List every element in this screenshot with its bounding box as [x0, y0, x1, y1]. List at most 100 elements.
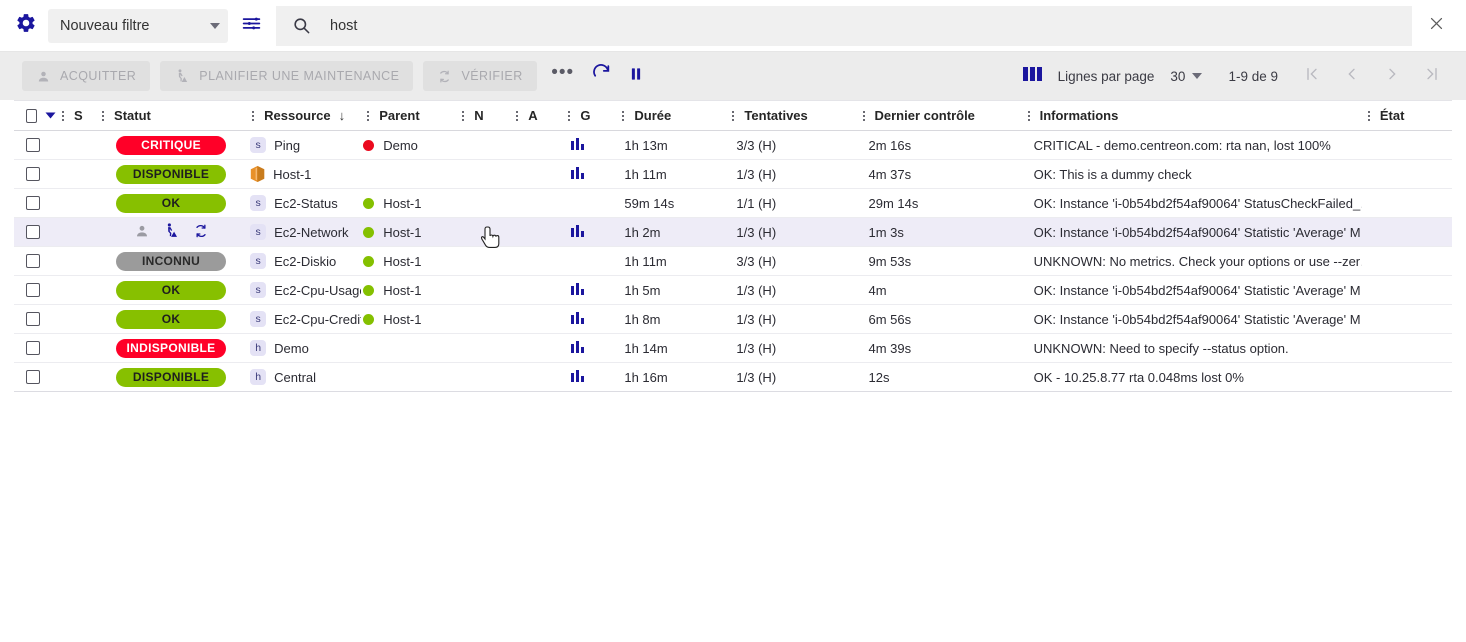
- cell-select[interactable]: [14, 159, 57, 189]
- first-page-button[interactable]: [1292, 61, 1332, 91]
- sort-desc-icon[interactable]: ↓: [338, 108, 346, 123]
- acknowledge-icon[interactable]: [134, 223, 150, 242]
- cell-parent[interactable]: [361, 362, 457, 392]
- resource-name[interactable]: Ec2-Cpu-Credit: [274, 311, 362, 327]
- th-n[interactable]: N: [456, 100, 511, 131]
- resource-name[interactable]: Ping: [274, 137, 301, 153]
- cell-status[interactable]: DISPONIBLE: [96, 159, 247, 189]
- rows-per-page-select[interactable]: 30: [1170, 69, 1203, 84]
- cell-resource[interactable]: s Ec2-Diskio: [246, 246, 362, 276]
- cell-parent[interactable]: [361, 159, 457, 189]
- cell-status[interactable]: OK: [96, 188, 247, 218]
- resource-name[interactable]: Central: [274, 369, 317, 385]
- cell-select[interactable]: [14, 217, 57, 247]
- cell-resource[interactable]: Host-1: [246, 159, 362, 189]
- th-etat[interactable]: État: [1361, 100, 1452, 131]
- table-row[interactable]: OK s Ec2-Cpu-Credit Host-1 1h 8m 1/3 (H) 6m 56…: [14, 304, 1452, 334]
- cell-g[interactable]: [562, 275, 617, 305]
- th-s[interactable]: S: [56, 100, 97, 131]
- th-tentatives[interactable]: Tentatives: [726, 100, 857, 131]
- bar-chart-icon[interactable]: [570, 311, 585, 328]
- drag-handle-icon[interactable]: [857, 110, 871, 121]
- next-page-button[interactable]: [1372, 61, 1412, 91]
- row-checkbox[interactable]: [26, 196, 40, 210]
- downtime-icon[interactable]: [163, 222, 180, 242]
- row-checkbox[interactable]: [26, 283, 40, 297]
- cell-parent[interactable]: Host-1: [361, 246, 457, 276]
- refresh-button[interactable]: [585, 59, 619, 93]
- table-row[interactable]: s Ec2-Network Host-1 1h 2m 1/3 (H) 1m 3s OK: I…: [14, 217, 1452, 247]
- resource-name[interactable]: Host-1: [273, 166, 312, 182]
- cell-resource[interactable]: h Demo: [246, 333, 362, 363]
- bar-chart-icon[interactable]: [570, 340, 585, 357]
- cell-status[interactable]: [96, 217, 247, 247]
- cell-resource[interactable]: s Ec2-Status: [246, 188, 362, 218]
- th-statut[interactable]: Statut: [96, 100, 247, 131]
- drag-handle-icon[interactable]: [96, 110, 110, 121]
- resource-name[interactable]: Demo: [274, 340, 309, 356]
- drag-handle-icon[interactable]: [246, 110, 260, 121]
- filter-select[interactable]: Nouveau filtre: [48, 8, 228, 43]
- cell-resource[interactable]: s Ec2-Cpu-Credit: [246, 304, 362, 334]
- cell-parent[interactable]: Host-1: [361, 217, 457, 247]
- pause-autorefresh-button[interactable]: [619, 59, 653, 93]
- search-bar[interactable]: [276, 5, 1412, 46]
- resource-name[interactable]: Ec2-Diskio: [274, 253, 337, 269]
- th-dernier-controle[interactable]: Dernier contrôle: [856, 100, 1022, 131]
- table-row[interactable]: INDISPONIBLE h Demo 1h 14m 1/3 (H) 4m 39s UNKN…: [14, 333, 1452, 363]
- drag-handle-icon[interactable]: [1362, 110, 1376, 121]
- cell-resource[interactable]: s Ec2-Network: [246, 217, 362, 247]
- row-checkbox[interactable]: [26, 254, 40, 268]
- drag-handle-icon[interactable]: [56, 110, 70, 121]
- cell-g[interactable]: [562, 304, 617, 334]
- close-button[interactable]: [1416, 6, 1456, 46]
- cell-parent[interactable]: [361, 333, 457, 363]
- table-row[interactable]: CRITIQUE s Ping Demo 1h 13m 3/3 (H) 2m 16s CRIT…: [14, 130, 1452, 160]
- row-checkbox[interactable]: [26, 167, 40, 181]
- bar-chart-icon[interactable]: [570, 137, 585, 154]
- row-checkbox[interactable]: [26, 312, 40, 326]
- cell-resource[interactable]: s Ec2-Cpu-Usage: [246, 275, 362, 305]
- cell-resource[interactable]: h Central: [246, 362, 362, 392]
- cell-select[interactable]: [14, 188, 57, 218]
- drag-handle-icon[interactable]: [361, 110, 375, 121]
- schedule-downtime-button[interactable]: PLANIFIER UNE MAINTENANCE: [160, 61, 414, 91]
- resource-name[interactable]: Ec2-Cpu-Usage: [274, 282, 362, 298]
- cell-select[interactable]: [14, 333, 57, 363]
- drag-handle-icon[interactable]: [616, 110, 630, 121]
- bar-chart-icon[interactable]: [570, 282, 585, 299]
- th-duree[interactable]: Durée: [616, 100, 727, 131]
- cell-g[interactable]: [562, 362, 617, 392]
- drag-handle-icon[interactable]: [510, 110, 524, 121]
- cell-g[interactable]: [562, 188, 617, 218]
- drag-handle-icon[interactable]: [562, 110, 576, 121]
- cell-status[interactable]: INCONNU: [96, 246, 247, 276]
- cell-resource[interactable]: s Ping: [246, 130, 362, 160]
- cell-parent[interactable]: Demo: [361, 130, 457, 160]
- table-row[interactable]: OK s Ec2-Cpu-Usage Host-1 1h 5m 1/3 (H) 4m OK: …: [14, 275, 1452, 305]
- cell-g[interactable]: [562, 246, 617, 276]
- cell-g[interactable]: [562, 159, 617, 189]
- th-parent[interactable]: Parent: [361, 100, 457, 131]
- drag-handle-icon[interactable]: [1022, 110, 1036, 121]
- cell-select[interactable]: [14, 304, 57, 334]
- cell-select[interactable]: [14, 246, 57, 276]
- last-page-button[interactable]: [1412, 61, 1452, 91]
- acknowledge-button[interactable]: ACQUITTER: [22, 61, 151, 91]
- bar-chart-icon[interactable]: [570, 369, 585, 386]
- check-icon[interactable]: [193, 223, 209, 242]
- cell-status[interactable]: INDISPONIBLE: [96, 333, 247, 363]
- drag-handle-icon[interactable]: [726, 110, 740, 121]
- bar-chart-icon[interactable]: [570, 224, 585, 241]
- search-input[interactable]: [330, 17, 1398, 34]
- table-row[interactable]: INCONNU s Ec2-Diskio Host-1 1h 11m 3/3 (H) 9m …: [14, 246, 1452, 276]
- cell-g[interactable]: [562, 130, 617, 160]
- cell-status[interactable]: DISPONIBLE: [96, 362, 247, 392]
- th-a[interactable]: A: [510, 100, 563, 131]
- advanced-filter-button[interactable]: [234, 9, 268, 43]
- select-all-checkbox[interactable]: [26, 108, 38, 123]
- row-checkbox[interactable]: [26, 370, 40, 384]
- cell-parent[interactable]: Host-1: [361, 275, 457, 305]
- table-row[interactable]: DISPONIBLE Host-1 1h 11m 1/3 (H) 4m 37s OK: T…: [14, 159, 1452, 189]
- resource-name[interactable]: Ec2-Network: [274, 224, 349, 240]
